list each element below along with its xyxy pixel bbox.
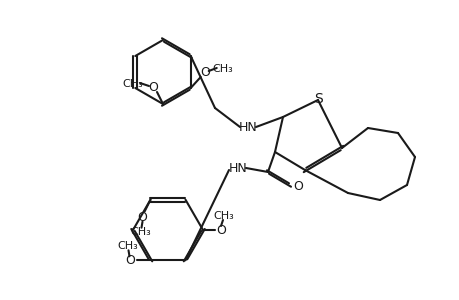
Text: O: O <box>199 65 209 79</box>
Text: O: O <box>292 179 302 193</box>
Text: CH₃: CH₃ <box>213 211 234 221</box>
Text: O: O <box>216 224 225 236</box>
Text: O: O <box>125 254 135 267</box>
Text: S: S <box>314 92 323 106</box>
Text: CH₃: CH₃ <box>212 64 233 74</box>
Text: CH₃: CH₃ <box>130 227 151 237</box>
Text: HN: HN <box>238 121 257 134</box>
Text: O: O <box>137 211 147 224</box>
Text: CH₃: CH₃ <box>117 241 138 251</box>
Text: O: O <box>148 80 157 94</box>
Text: HN: HN <box>228 161 247 175</box>
Text: CH₃: CH₃ <box>123 79 143 89</box>
